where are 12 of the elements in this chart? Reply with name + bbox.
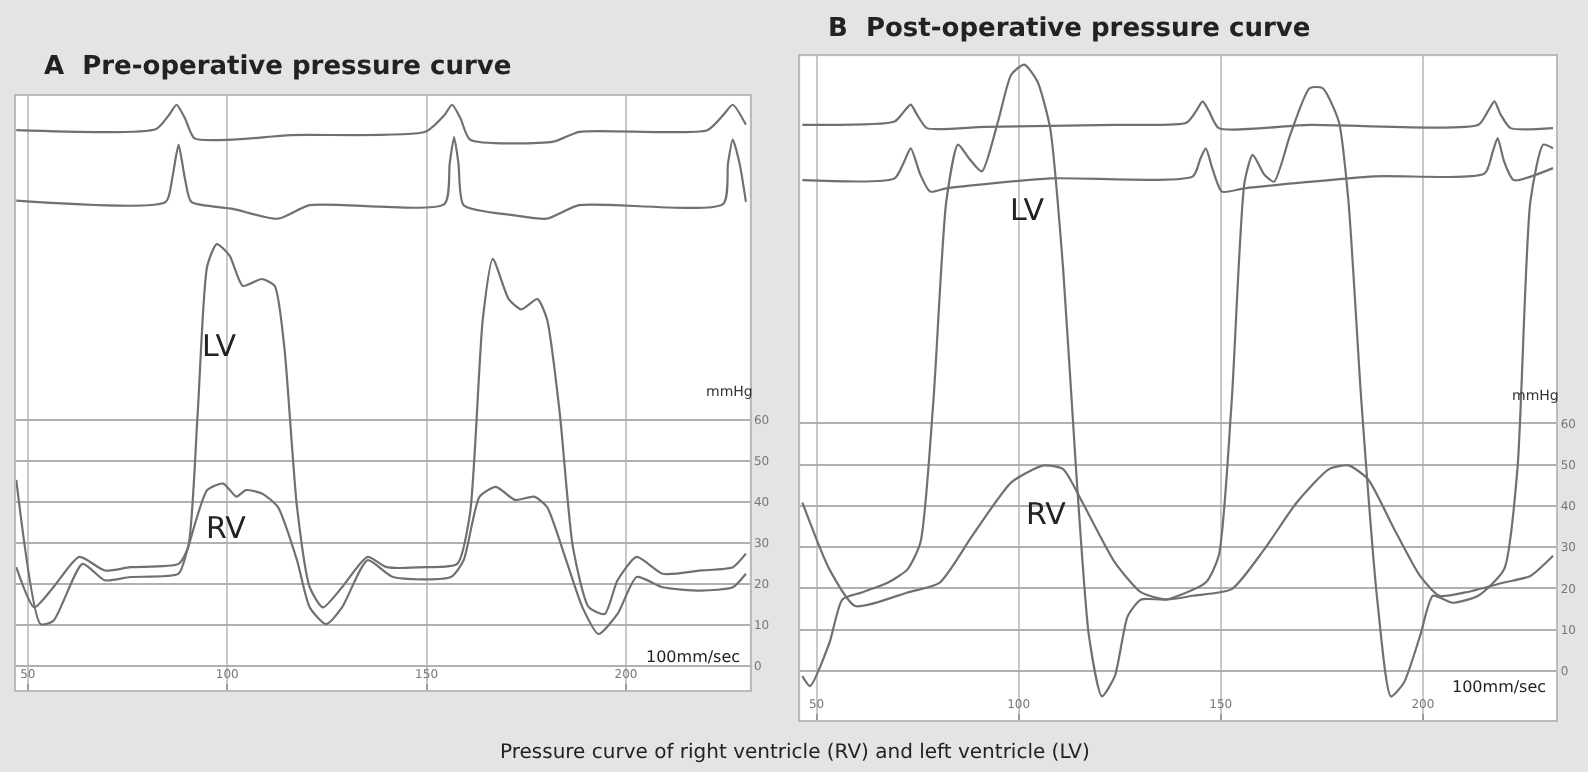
text: Pressure curve of right ventricle (RV) and left ventricle (LV): [500, 742, 1091, 764]
line-series: [15, 136, 748, 220]
series-label: RV: [206, 510, 248, 546]
chart-title: B Post-operative pressure curve: [828, 14, 1311, 44]
annotation: 100mm/sec: [646, 648, 741, 666]
series-label: LV: [202, 328, 238, 364]
line-series: [801, 63, 1555, 698]
series-label: RV: [1026, 496, 1068, 532]
annotation: 100mm/sec: [1452, 678, 1547, 696]
series-label: LV: [1010, 192, 1046, 228]
line-series: [15, 103, 748, 145]
chart-title: A Pre-operative pressure curve: [44, 52, 512, 82]
